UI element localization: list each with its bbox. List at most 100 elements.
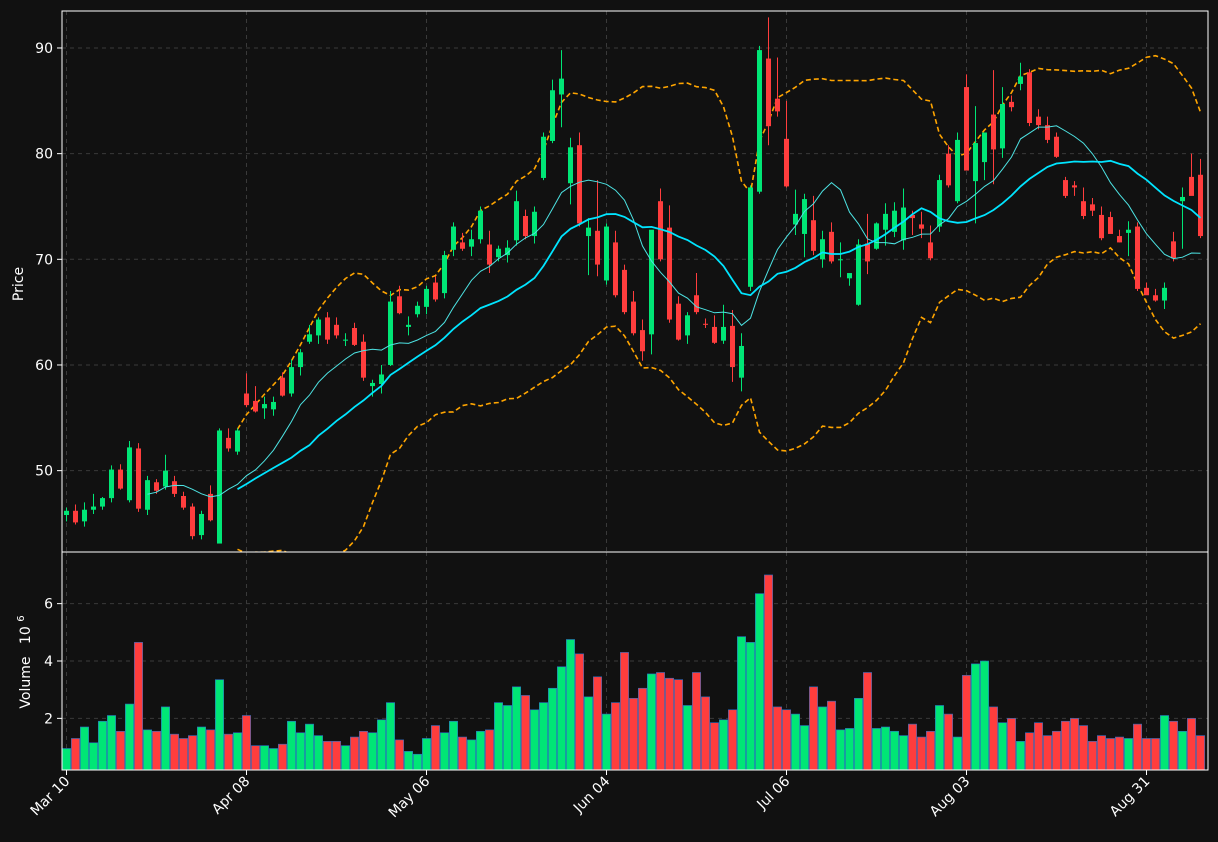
volume-bar bbox=[98, 720, 108, 770]
volume-bar bbox=[628, 697, 638, 770]
candle bbox=[1000, 87, 1005, 158]
volume-bar bbox=[1043, 735, 1053, 770]
candle bbox=[964, 74, 969, 171]
candle bbox=[739, 333, 744, 392]
candle-body bbox=[433, 282, 438, 300]
candle bbox=[1099, 206, 1104, 241]
volume-bar bbox=[880, 726, 890, 770]
volume-bar bbox=[934, 705, 944, 770]
volume-bar bbox=[170, 733, 180, 770]
candle bbox=[577, 132, 582, 227]
candle-body bbox=[793, 213, 798, 225]
volume-bar bbox=[1015, 741, 1025, 770]
candle-body bbox=[253, 400, 258, 412]
candle bbox=[613, 230, 618, 298]
volume-bar bbox=[772, 706, 782, 770]
volume-bar bbox=[161, 706, 171, 770]
candle bbox=[1198, 158, 1203, 239]
candle-body bbox=[964, 87, 969, 171]
volume-bar bbox=[700, 696, 710, 770]
volume-bar bbox=[799, 725, 809, 770]
candle-body bbox=[721, 326, 726, 341]
volume-grid bbox=[62, 552, 1208, 770]
candle-body bbox=[802, 199, 807, 234]
candle bbox=[154, 479, 159, 494]
candle bbox=[685, 312, 690, 344]
candle bbox=[1054, 132, 1059, 158]
candle bbox=[703, 318, 708, 328]
volume-bar bbox=[295, 732, 305, 770]
volume-bar bbox=[457, 736, 467, 770]
candle-body bbox=[127, 447, 132, 501]
volume-bar bbox=[242, 715, 252, 770]
candle bbox=[451, 222, 456, 257]
candle-body bbox=[352, 327, 357, 345]
candle bbox=[505, 240, 510, 263]
volume-bar bbox=[71, 738, 81, 770]
volume-bar bbox=[89, 742, 99, 770]
candle bbox=[262, 396, 267, 419]
volume-bar bbox=[538, 702, 548, 770]
candle-body bbox=[199, 513, 204, 536]
volume-panel: 2 4 6 Volume 10 6 bbox=[16, 551, 1209, 771]
candle bbox=[973, 106, 978, 224]
volume-bar bbox=[439, 732, 449, 770]
candle bbox=[433, 276, 438, 302]
volume-bar bbox=[1133, 723, 1143, 770]
candle bbox=[478, 206, 483, 244]
bollinger-bands bbox=[236, 54, 1202, 552]
candle bbox=[190, 503, 195, 540]
candle bbox=[1117, 229, 1122, 243]
volume-bar bbox=[943, 713, 953, 770]
price-tick-label: 50 bbox=[35, 464, 53, 480]
volume-bar bbox=[610, 702, 620, 770]
candle-body bbox=[1045, 125, 1050, 140]
candle bbox=[199, 510, 204, 540]
candle-body bbox=[577, 145, 582, 224]
candle bbox=[64, 507, 69, 522]
candle bbox=[811, 195, 816, 256]
volume-bar bbox=[116, 730, 126, 770]
candle bbox=[694, 273, 699, 315]
candle bbox=[856, 239, 861, 306]
candle bbox=[838, 242, 843, 278]
candlesticks bbox=[64, 17, 1203, 544]
candle bbox=[568, 137, 573, 205]
candle-body bbox=[730, 325, 735, 368]
candle-body bbox=[1117, 236, 1122, 243]
candle-body bbox=[973, 143, 978, 182]
volume-bar bbox=[1142, 738, 1152, 770]
candle bbox=[775, 57, 780, 117]
candle bbox=[649, 229, 654, 355]
candle-body bbox=[937, 180, 942, 227]
candle bbox=[82, 502, 87, 527]
candle bbox=[145, 475, 150, 516]
candle-body bbox=[406, 324, 411, 327]
candle bbox=[1171, 231, 1176, 262]
candle bbox=[595, 180, 600, 277]
candle-body bbox=[208, 493, 213, 521]
candle bbox=[226, 428, 231, 452]
volume-bar bbox=[259, 745, 269, 770]
candle-body bbox=[361, 341, 366, 378]
candle-body bbox=[1135, 226, 1140, 289]
candle bbox=[1189, 153, 1194, 196]
volume-bar bbox=[107, 715, 117, 770]
candle bbox=[982, 132, 987, 181]
candle-body bbox=[541, 136, 546, 178]
volume-y-ticks: 2 4 6 bbox=[44, 597, 62, 727]
price-axis-label: Price bbox=[11, 267, 27, 301]
candle-body bbox=[1090, 204, 1095, 211]
candle-body bbox=[1036, 116, 1041, 126]
candle-body bbox=[163, 470, 168, 487]
volume-bar bbox=[1187, 718, 1197, 770]
candle-body bbox=[262, 404, 267, 409]
candle bbox=[1018, 62, 1023, 91]
candle bbox=[163, 454, 168, 490]
candle-body bbox=[955, 139, 960, 202]
candle bbox=[388, 291, 393, 367]
volume-bar bbox=[1097, 735, 1107, 770]
candle-body bbox=[343, 339, 348, 341]
candle bbox=[532, 206, 537, 244]
candle-body bbox=[847, 273, 852, 279]
